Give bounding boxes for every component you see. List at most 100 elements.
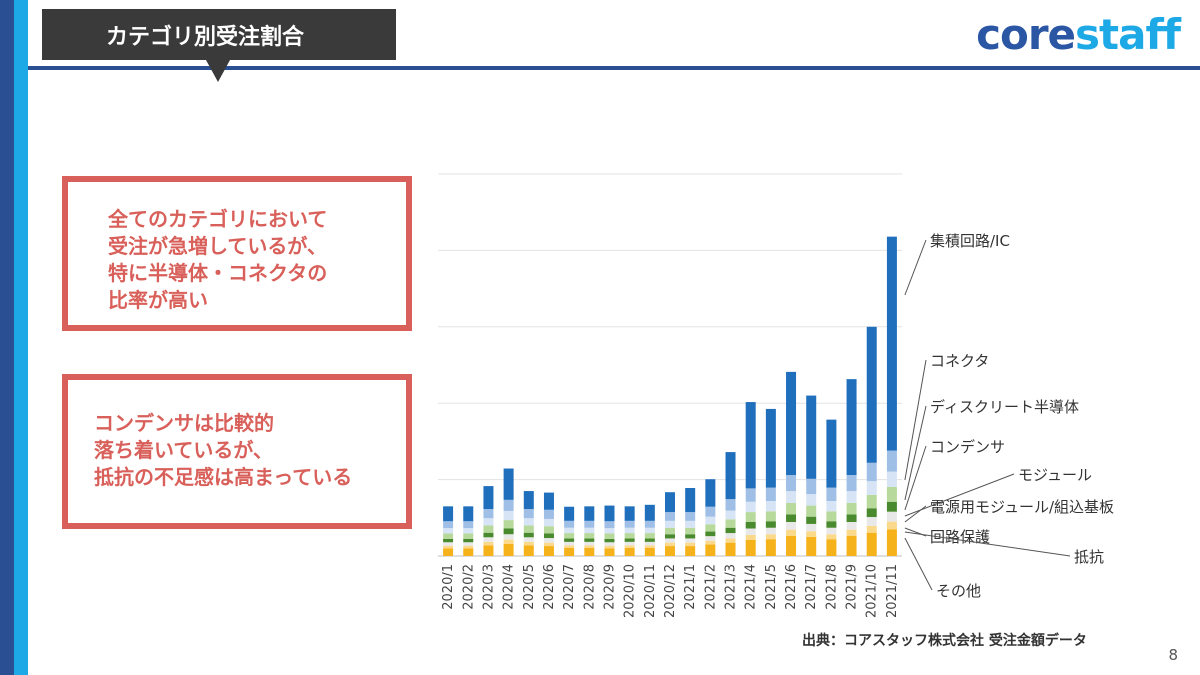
bar-segment: [604, 521, 615, 529]
legend-leader-line: [904, 473, 1015, 517]
bar-segment: [503, 468, 514, 500]
bar-segment: [564, 527, 575, 534]
bar-segment: [685, 527, 696, 535]
bar-segment: [624, 541, 635, 546]
bar-segment: [584, 527, 595, 534]
bar-segment: [846, 491, 857, 503]
bar-segment: [846, 522, 857, 530]
bar-segment: [886, 471, 897, 487]
bar-segment: [705, 544, 716, 556]
bar-segment: [745, 512, 756, 523]
bar-segment: [483, 509, 494, 519]
bar-segment: [866, 517, 877, 526]
bar-segment: [523, 541, 534, 546]
bar-segment: [564, 538, 575, 542]
bar-segment: [886, 521, 897, 530]
bar-segment: [665, 538, 675, 543]
bar-segment: [624, 545, 635, 548]
bar-segment: [543, 538, 554, 543]
bar-segment: [765, 534, 776, 540]
logo-accent-text: staff: [1075, 10, 1181, 59]
bar-segment: [685, 488, 696, 513]
bar-segment: [584, 545, 595, 548]
bar-segment: [523, 518, 534, 526]
note1-line: 比率が高い: [108, 288, 208, 312]
x-tick-label: 2021/8: [824, 564, 839, 610]
bar-segment: [463, 528, 474, 534]
bar-segment: [523, 525, 534, 533]
bar-segment: [886, 511, 897, 522]
bar-segment: [806, 531, 817, 537]
bar-segment: [443, 538, 454, 543]
x-tick-label: 2021/6: [784, 564, 799, 610]
legend-label: 回路保護: [930, 528, 990, 546]
bar-segment: [685, 542, 696, 547]
bar-segment: [806, 523, 817, 532]
logo-main-text: core: [976, 10, 1076, 59]
bar-segment: [886, 236, 897, 451]
title-pointer: [206, 60, 230, 82]
note-box-1: 全てのカテゴリにおいて 受注が急増しているが、 特に半導体・コネクタの 比率が高…: [62, 176, 412, 331]
bar-segment: [745, 528, 756, 535]
bar-segment: [786, 491, 797, 503]
bar-segment: [665, 542, 675, 547]
bar-segment: [765, 487, 776, 501]
header-rule: [28, 66, 1200, 70]
bar-segment: [523, 545, 534, 556]
bar-segment: [503, 528, 514, 535]
bar-segment: [826, 534, 837, 540]
bar-segment: [846, 535, 857, 556]
legend-label: コネクタ: [930, 352, 989, 370]
bar-segment: [725, 527, 736, 534]
legend-leader-line: [904, 505, 927, 523]
note2-line: コンデンサは比較的: [94, 411, 274, 435]
bar-segment: [665, 512, 675, 521]
legend-leader-line: [904, 239, 927, 296]
bar-segment: [806, 536, 817, 556]
bar-segment: [745, 488, 756, 502]
bar-segment: [503, 543, 514, 556]
bar-segment: [786, 529, 797, 536]
bar-segment: [665, 520, 675, 528]
bar-segment: [543, 542, 554, 547]
left-stripe-light: [14, 0, 28, 675]
bar-segment: [765, 527, 776, 535]
bar-segment: [826, 487, 837, 501]
x-tick-label: 2020/8: [582, 564, 597, 610]
bar-segment: [503, 510, 514, 521]
bar-segment: [523, 491, 534, 510]
x-tick-label: 2021/2: [703, 564, 718, 610]
bar-segment: [604, 548, 615, 556]
note2-line: 落ち着いているが、: [94, 438, 273, 462]
legend-label: 集積回路/IC: [930, 232, 1010, 250]
bar-segment: [705, 479, 716, 507]
bar-segment: [624, 527, 635, 534]
bar-segment: [503, 534, 514, 540]
bar-segment: [725, 538, 736, 543]
bar-segment: [483, 525, 494, 533]
x-tick-label: 2021/1: [683, 564, 698, 610]
legend-label: 電源用モジュール/組込基板: [930, 498, 1114, 516]
bar-segment: [523, 532, 534, 538]
bar-segment: [564, 547, 575, 556]
bar-segment: [483, 486, 494, 510]
bar-segment: [826, 511, 837, 522]
legend-leader-line: [904, 537, 933, 591]
bar-segment: [543, 526, 554, 534]
x-tick-label: 2021/7: [804, 564, 819, 610]
x-tick-label: 2020/3: [481, 564, 496, 610]
bar-segment: [463, 521, 474, 529]
legend-label: その他: [936, 582, 981, 600]
bar-segment: [503, 539, 514, 544]
bar-segment: [543, 533, 554, 539]
x-tick-label: 2020/6: [542, 564, 557, 610]
bar-segment: [443, 545, 454, 549]
x-tick-label: 2021/5: [764, 564, 779, 610]
slide-title: カテゴリ別受注割合: [42, 9, 396, 60]
bar-segment: [644, 533, 655, 539]
bar-segment: [886, 486, 897, 502]
bar-segment: [564, 541, 575, 546]
bar-segment: [846, 529, 857, 536]
bar-segment: [644, 545, 655, 548]
bar-segment: [604, 542, 615, 546]
